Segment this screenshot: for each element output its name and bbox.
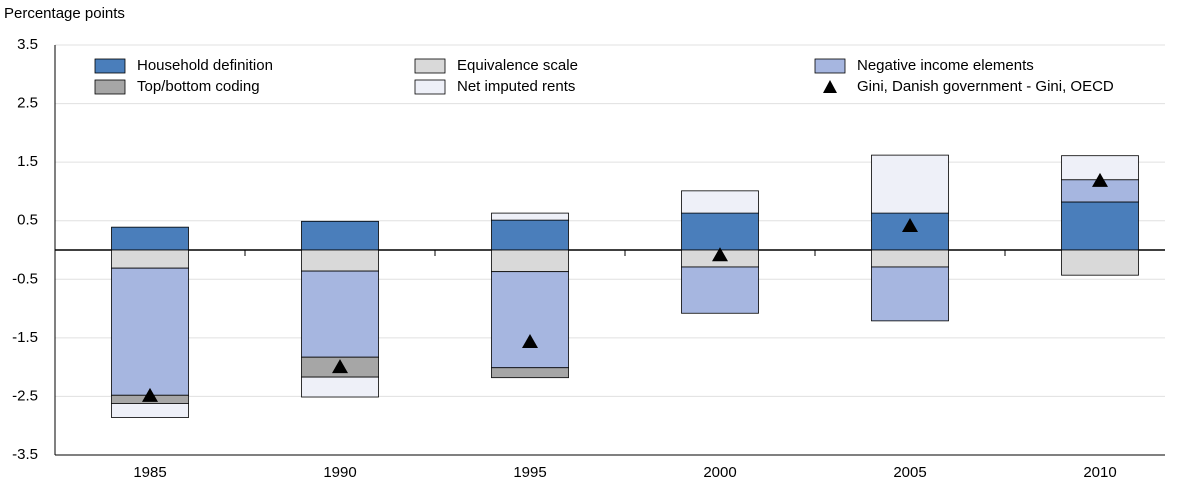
y-axis-label: Percentage points xyxy=(4,5,125,22)
bar-segment xyxy=(871,154,949,214)
legend-swatch xyxy=(94,58,126,74)
bar-segment xyxy=(491,271,569,369)
triangle-marker xyxy=(712,247,728,262)
bar-segment xyxy=(681,266,759,314)
triangle-marker xyxy=(522,333,538,348)
bar-segment xyxy=(301,270,379,358)
bar-segment xyxy=(301,220,379,251)
bar-segment xyxy=(111,403,189,418)
triangle-marker xyxy=(1092,172,1108,187)
y-tick-label: 1.5 xyxy=(17,153,38,170)
bar-segment xyxy=(111,226,189,251)
legend-label: Top/bottom coding xyxy=(137,78,260,95)
y-tick-label: 2.5 xyxy=(17,95,38,112)
triangle-marker xyxy=(902,217,918,232)
legend-swatch xyxy=(814,58,846,74)
bar-segment xyxy=(681,212,759,251)
bar-segment xyxy=(491,249,569,273)
bar-segment xyxy=(1061,201,1139,251)
legend-label: Net imputed rents xyxy=(457,78,575,95)
bar-segment xyxy=(491,219,569,251)
y-tick-label: -0.5 xyxy=(12,270,38,287)
legend-label: Gini, Danish government - Gini, OECD xyxy=(857,78,1114,95)
y-tick-label: 0.5 xyxy=(17,212,38,229)
x-tick-label: 2005 xyxy=(893,464,926,481)
legend-swatch xyxy=(94,79,126,95)
bar-segment xyxy=(871,266,949,322)
x-tick-label: 1985 xyxy=(133,464,166,481)
legend-label: Household definition xyxy=(137,57,273,74)
y-tick-label: -3.5 xyxy=(12,446,38,463)
triangle-marker xyxy=(332,359,348,374)
bar-segment xyxy=(111,267,189,396)
bar-segment xyxy=(111,249,189,269)
legend-marker xyxy=(823,80,837,93)
x-tick-label: 2000 xyxy=(703,464,736,481)
legend-label: Negative income elements xyxy=(857,57,1034,74)
legend-label: Equivalence scale xyxy=(457,57,578,74)
x-tick-label: 1990 xyxy=(323,464,356,481)
triangle-marker xyxy=(142,387,158,402)
bar-segment xyxy=(491,367,569,379)
legend-swatch xyxy=(414,58,446,74)
bar-segment xyxy=(681,190,759,214)
bar-segment xyxy=(301,249,379,272)
bar-segment xyxy=(491,212,569,221)
bar-segment xyxy=(871,249,949,268)
legend-swatch xyxy=(414,79,446,95)
bar-segment xyxy=(1061,249,1139,276)
x-tick-label: 2010 xyxy=(1083,464,1116,481)
y-tick-label: -1.5 xyxy=(12,329,38,346)
y-tick-label: -2.5 xyxy=(12,387,38,404)
x-tick-label: 1995 xyxy=(513,464,546,481)
y-tick-label: 3.5 xyxy=(17,36,38,53)
bar-segment xyxy=(301,376,379,398)
